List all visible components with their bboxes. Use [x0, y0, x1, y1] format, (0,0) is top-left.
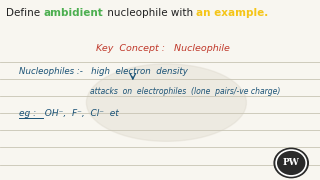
Text: eg :   OH⁻,  F⁻,  Cl⁻  et: eg : OH⁻, F⁻, Cl⁻ et: [19, 109, 119, 118]
Text: Define: Define: [6, 8, 44, 18]
Text: ambidient: ambidient: [44, 8, 104, 18]
Ellipse shape: [274, 148, 308, 178]
Text: Key  Concept :   Nucleophile: Key Concept : Nucleophile: [96, 44, 230, 53]
Text: attacks  on  electrophiles  (lone  pairs/-ve charge): attacks on electrophiles (lone pairs/-ve…: [90, 87, 280, 96]
Text: PW: PW: [283, 158, 300, 167]
Text: an example.: an example.: [196, 8, 268, 18]
Text: nucleophile with: nucleophile with: [104, 8, 196, 18]
Text: Nucleophiles :-   high  electron  density: Nucleophiles :- high electron density: [19, 67, 188, 76]
Circle shape: [86, 64, 246, 141]
